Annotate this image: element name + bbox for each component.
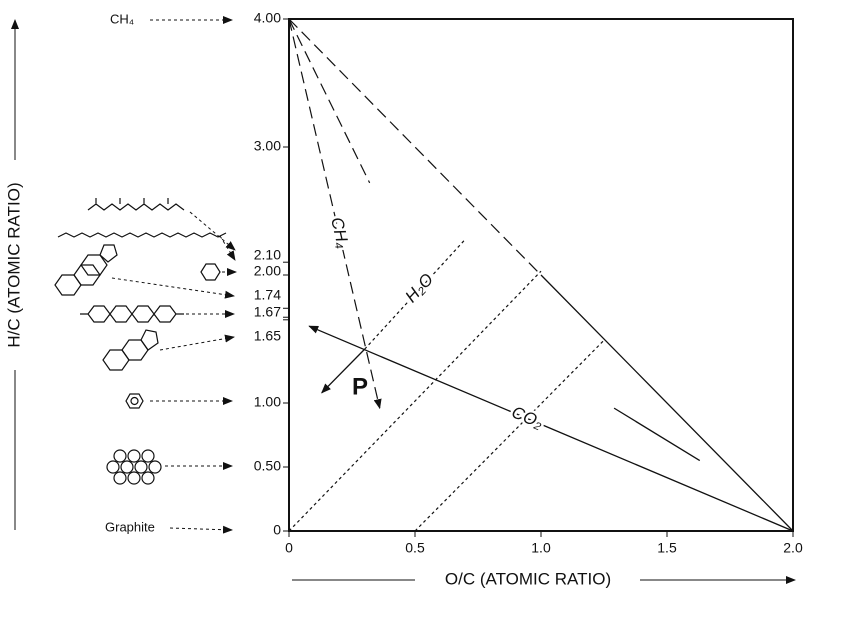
leader: [169, 525, 233, 534]
reaction-line: [613, 407, 701, 462]
reaction-line: [308, 325, 794, 532]
y-tick-label: 0: [273, 522, 281, 538]
reaction-line: [288, 18, 371, 184]
y-tick-label: 1.74: [254, 287, 281, 303]
y-tick-label: 1.00: [254, 394, 281, 410]
y-axis-title: H/C (ATOMIC RATIO): [4, 182, 23, 347]
reaction-line: [288, 18, 542, 276]
x-tick-label: 0.5: [405, 540, 425, 556]
reaction-line: [321, 348, 366, 394]
reaction-line: [288, 18, 382, 410]
y-tick-label: 2.10: [254, 247, 281, 263]
x-axis-title: O/C (ATOMIC RATIO): [445, 569, 611, 588]
x-tick-label: 1.0: [531, 540, 551, 556]
y-tick-label: 1.67: [254, 304, 281, 320]
line-label: CH₄: [327, 215, 353, 250]
reaction-line: [414, 339, 605, 532]
annotation: P: [352, 373, 368, 400]
y-tick-label: 3.00: [254, 138, 281, 154]
y-tick-label: 0.50: [254, 458, 281, 474]
annotation: CH₄: [110, 11, 134, 26]
y-tick-label: 4.00: [254, 10, 281, 26]
line-label: CO₂: [509, 402, 546, 432]
y-tick-label: 1.65: [254, 328, 281, 344]
reaction-line: [540, 274, 794, 532]
x-tick-label: 0: [285, 540, 293, 556]
reaction-line: [288, 270, 542, 532]
x-tick-label: 2.0: [783, 540, 803, 556]
y-tick-label: 2.00: [254, 263, 281, 279]
structures: [54, 198, 237, 485]
x-tick-label: 1.5: [657, 540, 677, 556]
line-label: H₂O: [401, 270, 437, 306]
annotation: Graphite: [105, 519, 155, 534]
reaction-line: [364, 238, 466, 350]
